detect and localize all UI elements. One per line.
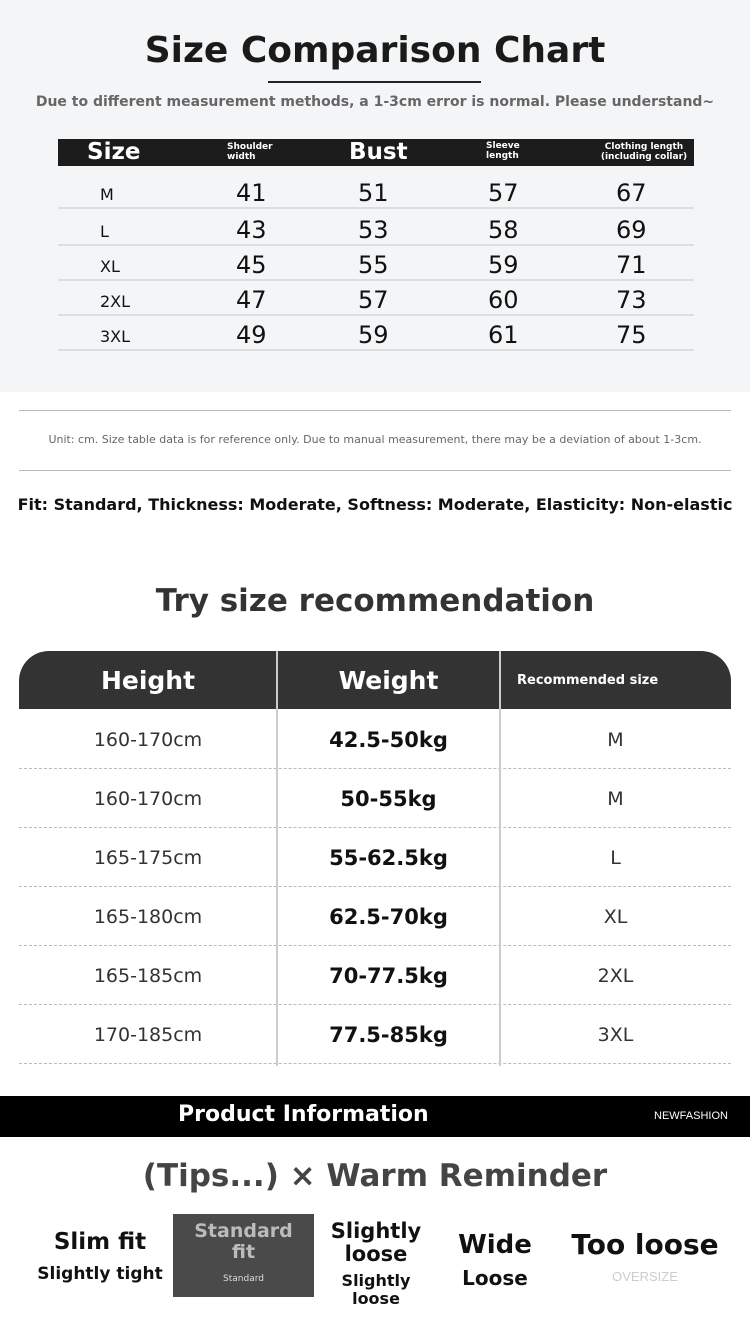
size-cell: XL	[603, 905, 628, 928]
size-cell: 2XL	[100, 292, 131, 311]
unit-note: Unit: cm. Size table data is for referen…	[48, 433, 702, 446]
fit-slim: Slim fit Slightly tight	[30, 1229, 170, 1285]
fit-sub: Slightly loose	[341, 1271, 411, 1308]
size-cell: 3XL	[597, 1023, 634, 1046]
fit-sub: Slightly tight	[37, 1264, 163, 1285]
height-cell: 160-170cm	[93, 728, 203, 751]
size-cell: L	[100, 222, 109, 241]
header-shoulder: Shoulder width	[227, 142, 273, 162]
measurement-cell: 73	[616, 286, 647, 314]
recommendation-row: 165-185cm 70-77.5kg 2XL	[19, 946, 731, 1005]
size-table-header: Size Shoulder width Bust Sleeve length C…	[58, 139, 694, 166]
height-cell: 160-170cm	[93, 787, 203, 810]
size-cell: M	[607, 728, 624, 751]
recommendation-row: 160-170cm 50-55kg M	[19, 769, 731, 828]
header-bust: Bust	[349, 139, 408, 165]
tips-title: (Tips...) × Warm Reminder	[142, 1158, 608, 1194]
size-table-row: M 41 51 57 67	[58, 173, 694, 209]
height-cell: 165-180cm	[93, 905, 203, 928]
recommendation-title: Try size recommendation	[155, 583, 595, 619]
product-info-title: Product Information	[178, 1102, 429, 1127]
height-cell: 165-185cm	[93, 964, 203, 987]
column-divider	[499, 651, 501, 1066]
recommendation-row: 165-180cm 62.5-70kg XL	[19, 887, 731, 946]
header-recommended-size: Recommended size	[517, 672, 659, 688]
fit-too-loose: Too loose OVERSIZE	[560, 1228, 730, 1284]
measurement-cell: 43	[236, 216, 267, 244]
measurement-cell: 71	[616, 251, 647, 279]
column-divider	[276, 651, 278, 1066]
fit-label: Wide	[458, 1230, 532, 1260]
size-table-row: 3XL 49 59 61 75	[58, 315, 694, 351]
size-chart-background	[0, 0, 750, 392]
brand-label: NEWFASHION	[654, 1110, 728, 1122]
size-cell: XL	[100, 257, 120, 276]
header-sleeve: Sleeve length	[486, 141, 520, 161]
fit-standard-highlight: Standard fit Standard	[173, 1214, 314, 1297]
height-cell: 170-185cm	[93, 1023, 203, 1046]
height-cell: 165-175cm	[93, 846, 203, 869]
size-cell: M	[100, 185, 114, 204]
size-cell: M	[607, 787, 624, 810]
size-table-row: XL 45 55 59 71	[58, 245, 694, 281]
measurement-cell: 59	[358, 321, 389, 349]
size-cell: L	[610, 846, 621, 869]
size-cell: 3XL	[100, 327, 131, 346]
weight-cell: 55-62.5kg	[329, 845, 448, 870]
fit-label: Slim fit	[53, 1229, 147, 1255]
header-weight: Weight	[338, 665, 439, 695]
measurement-cell: 59	[488, 251, 519, 279]
fit-label: Standard fit	[194, 1220, 293, 1263]
title-underline	[268, 81, 481, 83]
measurement-cell: 51	[358, 179, 389, 207]
size-chart-subtitle: Due to different measurement methods, a …	[35, 94, 715, 110]
measurement-cell: 61	[488, 321, 519, 349]
measurement-cell: 47	[236, 286, 267, 314]
measurement-cell: 57	[358, 286, 389, 314]
weight-cell: 62.5-70kg	[329, 904, 448, 929]
measurement-cell: 49	[236, 321, 267, 349]
measurement-cell: 53	[358, 216, 389, 244]
header-size: Size	[87, 139, 141, 165]
measurement-cell: 55	[358, 251, 389, 279]
measurement-cell: 58	[488, 216, 519, 244]
measurement-cell: 41	[236, 179, 267, 207]
product-info-band: Product Information NEWFASHION	[0, 1096, 750, 1137]
recommendation-row: 170-185cm 77.5-85kg 3XL	[19, 1005, 731, 1064]
measurement-cell: 75	[616, 321, 647, 349]
weight-cell: 42.5-50kg	[329, 727, 448, 752]
size-table-row: 2XL 47 57 60 73	[58, 280, 694, 316]
fit-sub: Loose	[462, 1265, 528, 1290]
weight-cell: 70-77.5kg	[329, 963, 448, 988]
size-cell: 2XL	[597, 964, 634, 987]
fit-sub: Standard	[223, 1273, 264, 1284]
measurement-cell: 60	[488, 286, 519, 314]
weight-cell: 50-55kg	[340, 786, 437, 811]
recommendation-row: 160-170cm 42.5-50kg M	[19, 710, 731, 769]
size-table-row: L 43 53 58 69	[58, 210, 694, 246]
divider	[19, 410, 731, 411]
fit-wide: Wide Loose	[440, 1231, 550, 1289]
fit-label: Slightly loose	[330, 1219, 422, 1267]
header-length: Clothing length (including collar)	[600, 142, 688, 162]
fit-label: Too loose	[571, 1228, 719, 1261]
measurement-cell: 57	[488, 179, 519, 207]
measurement-cell: 45	[236, 251, 267, 279]
fit-sub: OVERSIZE	[612, 1268, 678, 1284]
measurement-cell: 69	[616, 216, 647, 244]
weight-cell: 77.5-85kg	[329, 1022, 448, 1047]
header-height: Height	[100, 665, 196, 695]
fit-info: Fit: Standard, Thickness: Moderate, Soft…	[17, 495, 733, 514]
measurement-cell: 67	[616, 179, 647, 207]
divider	[19, 470, 731, 471]
size-chart-title: Size Comparison Chart	[144, 30, 606, 71]
fit-slightly-loose: Slightly loose Slightly loose	[316, 1219, 436, 1308]
recommendation-row: 165-175cm 55-62.5kg L	[19, 828, 731, 887]
recommendation-header: Height Weight Recommended size	[19, 651, 731, 709]
